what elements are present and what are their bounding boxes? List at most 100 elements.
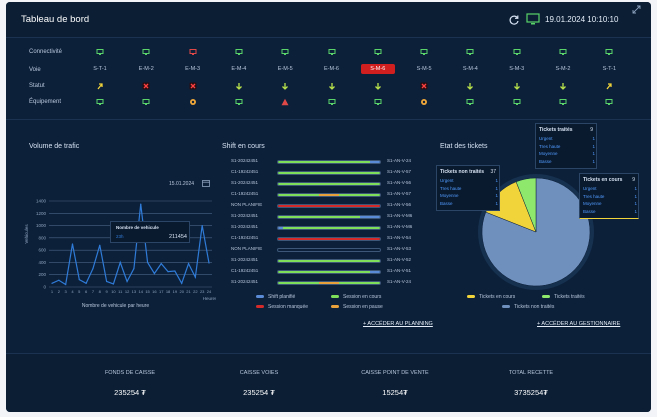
x-tick-label: 16 (152, 289, 157, 294)
x-tick-label: 7 (92, 289, 95, 294)
cash-summary: FONDS DE CAISSE 235254 ₮ CAISSE VOIES 2352… (6, 353, 651, 412)
summary-pos-cash: CAISSE POINT DE VENTE 15254₮ (361, 370, 429, 397)
connectivity-icon (513, 49, 521, 55)
shift-progress-bar (277, 182, 381, 186)
planning-link[interactable]: + ACCÉDER AU PLANNING (363, 321, 433, 327)
status-icon (235, 83, 242, 90)
x-tick-label: 9 (105, 289, 108, 294)
monitor-icon[interactable] (526, 13, 540, 26)
row-label-status: Statut (29, 83, 45, 89)
shift-row[interactable]: S1-20242451 S1-AN-V-24 (231, 279, 466, 289)
shift-segment (278, 216, 360, 218)
equipment-icon (421, 99, 428, 105)
data-point (194, 276, 196, 278)
shift-row[interactable]: C1-19242451 S1-AN-V-57 (231, 191, 466, 201)
shift-row[interactable]: S1-20242451 S1-AN-V-M6 (231, 213, 466, 223)
shift-operator: S1-20242451 (231, 213, 259, 218)
data-point (187, 263, 190, 265)
lane-e-m-5[interactable]: E-M-5 (277, 66, 293, 72)
data-point (160, 263, 162, 265)
shift-segment (278, 183, 380, 185)
equipment-icon (189, 99, 196, 105)
refresh-icon[interactable] (508, 14, 520, 26)
shift-row[interactable]: C1-19242451 S1-AN-V-54 (231, 235, 466, 245)
shift-lane: S1-AN-V-M6 (387, 213, 413, 218)
shift-row[interactable]: S1-20242451 S1-AN-V-M6 (231, 224, 466, 234)
equipment-icon (605, 99, 613, 105)
lane-s-m-3[interactable]: S-M-3 (509, 66, 525, 72)
data-point (146, 261, 149, 264)
equipment-icon (374, 99, 382, 105)
calendar-icon[interactable] (202, 179, 210, 187)
shift-operator: S1-20242451 (231, 180, 259, 185)
lane-e-m-3[interactable]: E-M-3 (185, 66, 201, 72)
equipment-icon (281, 98, 289, 106)
shift-row[interactable]: NON PLANIFIE S1-AN-V-56 (231, 202, 466, 212)
shift-lane: S1-AN-V-53 (387, 246, 412, 251)
tooltip-row: Moyenne 1 (583, 201, 637, 206)
y-tick-label: 1000 (36, 223, 47, 228)
expand-icon[interactable] (632, 5, 641, 14)
dashboard-window: Tableau de bord 19.01.2024 10:10:10 Conn… (6, 2, 651, 412)
connectivity-icon (142, 49, 150, 55)
shift-segment (318, 194, 340, 196)
shift-progress-bar (277, 237, 381, 241)
summary-cash-fund: FONDS DE CAISSE 235254 ₮ (104, 370, 156, 397)
shift-row[interactable]: NON PLANIFIE S1-AN-V-53 (231, 246, 466, 256)
shift-row[interactable]: C1-19242451 S1-AN-V-51 (231, 268, 466, 278)
shift-row[interactable]: S1-20242451 S1-AN-V-24 (231, 158, 466, 168)
tooltip-hour: 23h (116, 234, 124, 239)
lane-s-m-4[interactable]: S-M-4 (462, 66, 478, 72)
traffic-tooltip: Nombre de vehicule 23h 211454 (110, 221, 190, 243)
y-tick-label: 200 (38, 272, 46, 277)
data-point (208, 262, 210, 264)
shift-segment (278, 238, 380, 240)
shift-row[interactable]: S1-20242451 S1-AN-V-56 (231, 180, 466, 190)
tooltip-tickets-treated: Tickets traités 9 Urgent 1 Tres haute 1 Moye… (535, 123, 597, 169)
x-tick-label: 20 (179, 289, 184, 294)
data-point (119, 261, 121, 264)
shift-row[interactable]: S1-20242451 S1-AN-V-52 (231, 257, 466, 267)
shift-operator: NON PLANIFIE (231, 202, 263, 207)
traffic-title: Volume de trafic (29, 143, 80, 150)
lane-e-m-6[interactable]: E-M-6 (324, 66, 339, 72)
summary-lane-cash: CAISSE VOIES 235254 ₮ (239, 370, 279, 397)
lane-e-m-2[interactable]: E-M-2 (138, 66, 154, 72)
shift-row[interactable]: C1-19242451 S1-AN-V-57 (231, 169, 466, 179)
y-tick-label: 600 (38, 248, 46, 253)
data-point (181, 282, 183, 284)
shift-operator: C1-19242451 (231, 268, 259, 273)
lane-s-m-6[interactable]: S-M-6 (360, 64, 395, 74)
x-tick-label: 5 (78, 289, 81, 294)
status-icon (467, 83, 474, 90)
y-tick-label: 1400 (36, 199, 47, 204)
data-point (133, 267, 135, 270)
legend-planned: Shift planifié (256, 294, 295, 300)
shift-title: Shift en cours (222, 143, 265, 150)
lane-s-m-5[interactable]: S-M-5 (416, 66, 432, 72)
divider (6, 119, 651, 120)
summary-total-revenue: TOTAL RECETTE 3735254₮ (508, 370, 554, 397)
lane-e-m-4[interactable]: E-M-4 (231, 66, 247, 72)
row-label-connectivity: Connectivité (29, 49, 63, 55)
x-tick-label: 15 (145, 289, 150, 294)
lane-s-m-2[interactable]: S-M-2 (555, 66, 571, 72)
shift-operator: NON PLANIFIE (231, 246, 263, 251)
data-point (65, 283, 67, 286)
data-point (51, 282, 53, 284)
tooltip-row: Tres haute 1 (583, 193, 637, 199)
x-tick-label: 17 (159, 289, 164, 294)
legend-tickets-treated: Tickets traités (542, 294, 585, 300)
tooltip-tickets-untreated: Tickets non traités 37 Urgent 1 Tres haute… (436, 165, 500, 211)
data-point (78, 279, 80, 281)
connectivity-icon (605, 49, 613, 55)
row-label-equipment: Équipement (29, 99, 62, 105)
data-point (201, 224, 203, 227)
status-icon (328, 83, 335, 90)
y-tick-label: 1200 (36, 211, 47, 216)
lane-s-t-1[interactable]: S-T-1 (93, 66, 107, 72)
lane-s-t-1[interactable]: S-T-1 (602, 66, 617, 72)
shift-progress-bar (277, 193, 381, 197)
shift-progress-bar (277, 171, 381, 175)
manager-link[interactable]: + ACCÉDER AU GESTIONNAIRE (537, 321, 621, 327)
